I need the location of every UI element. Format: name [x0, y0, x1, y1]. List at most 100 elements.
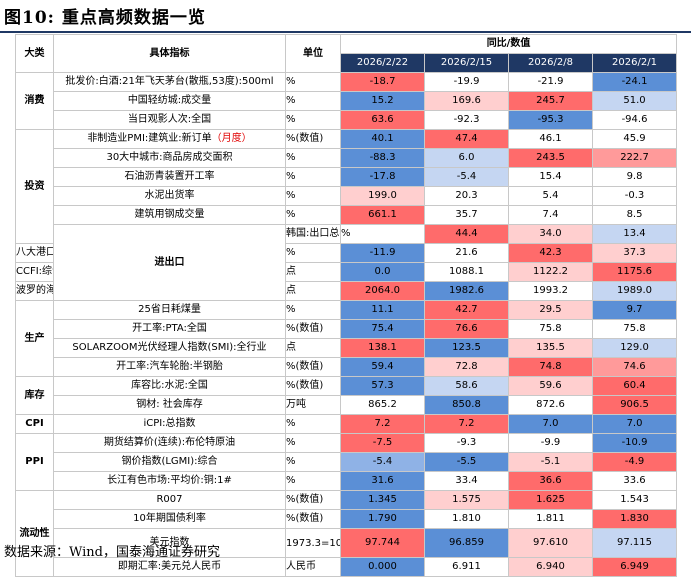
table-row: 流动性 R007 %(数值) 1.345 1.575 1.625 1.543 [15, 490, 678, 577]
value-cell: 1.811 [508, 509, 593, 529]
category-cell: 流动性 [15, 490, 54, 577]
indicator-name: 八大港口离港船舶载重吨数 [16, 247, 53, 258]
high-frequency-data-table: 大类 具体指标 单位 同比/数值 2026/2/22 2026/2/15 202… [15, 34, 678, 577]
indicator-name: 非制造业PMI:建筑业:新订单 [87, 133, 212, 144]
indicator-name: iCPI:总指数 [143, 418, 196, 429]
header-date-3: 2026/2/8 [508, 53, 593, 73]
value-cell: 8.5 [591, 205, 678, 225]
indicator-name: 期货结算价(连续):布伦特原油 [103, 437, 236, 448]
value-cell: 1993.2 [508, 281, 593, 301]
value-cell: 11.1 [340, 300, 425, 320]
indicator-cell: 美元指数 [53, 528, 286, 558]
value-cell: 46.1 [508, 129, 593, 149]
value-cell: 34.0 [508, 224, 593, 244]
indicator-name: 建筑用钢成交量 [134, 209, 205, 220]
value-cell: 97.744 [340, 528, 425, 558]
figure-title: 图10: 重点高频数据一览 [4, 8, 206, 28]
indicator-cell: 即期汇率:美元兑人民币 [53, 557, 286, 577]
value-cell: 1088.1 [424, 262, 509, 282]
table-row: 生产 25省日耗煤量% 11.1 42.7 29.5 9.7 [15, 300, 678, 377]
unit-cell: % [340, 224, 425, 244]
category-cell: 进出口 [53, 224, 286, 301]
source-note: 数据来源：Wind，国泰海通证券研究 [4, 545, 220, 560]
value-cell: 1989.0 [591, 281, 678, 301]
table-row: 水泥出货率% 199.0 20.3 5.4 -0.3 [16, 186, 678, 206]
value-cell: -92.3 [424, 110, 509, 130]
value-cell: 1.790 [340, 509, 425, 529]
table-body: 消费 批发价:白酒:21年飞天茅台(散瓶,53度):500ml% -18.7 -19.… [15, 72, 678, 577]
value-cell: 243.5 [508, 148, 593, 168]
indicator-name: 当日观影人次:全国 [127, 114, 212, 125]
value-cell: 76.6 [424, 319, 509, 339]
value-cell: 37.3 [591, 243, 678, 263]
value-cell: -21.9 [508, 72, 593, 92]
indicator-cell: 25省日耗煤量 [53, 300, 286, 320]
value-cell: 45.9 [591, 129, 678, 149]
header-date-4: 2026/2/1 [591, 53, 678, 73]
table-row: 钢价指数(LGMI):综合% -5.4 -5.5 -5.1 -4.9 [16, 452, 678, 472]
value-cell: 7.0 [591, 414, 678, 434]
value-cell: -9.3 [424, 433, 509, 453]
indicator-name: 石油沥青装置开工率 [124, 171, 215, 182]
value-cell: 74.8 [508, 357, 593, 377]
unit-cell: %(数值) [285, 490, 341, 510]
value-cell: -4.9 [591, 452, 678, 472]
indicator-cell: 钢价指数(LGMI):综合 [53, 452, 286, 472]
value-cell: 58.6 [424, 376, 509, 396]
value-cell: -5.1 [508, 452, 593, 472]
value-cell: 1.830 [591, 509, 678, 529]
value-cell: 21.6 [424, 243, 509, 263]
value-cell: 75.4 [340, 319, 425, 339]
category-cell: 消费 [15, 72, 54, 130]
value-cell: 7.4 [508, 205, 593, 225]
value-cell: -19.9 [424, 72, 509, 92]
indicator-cell: 库容比:水泥:全国 [53, 376, 286, 396]
unit-cell: %(数值) [285, 319, 341, 339]
value-cell: 850.8 [424, 395, 509, 415]
indicator-name: SOLARZOOM光伏经理人指数(SMI):全行业 [72, 342, 267, 353]
value-cell: 865.2 [340, 395, 425, 415]
indicator-name: 库容比:水泥:全国 [131, 380, 208, 391]
value-cell: 33.4 [424, 471, 509, 491]
indicator-cell: SOLARZOOM光伏经理人指数(SMI):全行业 [53, 338, 286, 358]
unit-cell: % [285, 414, 341, 434]
value-cell: 1982.6 [424, 281, 509, 301]
unit-cell: %(数值) [285, 129, 341, 149]
value-cell: 42.3 [508, 243, 593, 263]
indicator-cell: 开工率:汽车轮胎:半钢胎 [53, 357, 286, 377]
unit-cell: 1973.3=100 [285, 528, 341, 558]
unit-cell: % [285, 148, 341, 168]
table-row: 开工率:PTA:全国 %(数值) 75.4 76.6 75.8 75.8 [16, 319, 678, 339]
unit-cell: 点 [285, 338, 341, 358]
value-cell: 6.949 [591, 557, 678, 577]
value-cell: 7.2 [424, 414, 509, 434]
value-cell: 222.7 [591, 148, 678, 168]
value-cell: 59.4 [340, 357, 425, 377]
unit-cell: % [285, 243, 341, 263]
value-cell: 35.7 [424, 205, 509, 225]
value-cell: 51.0 [591, 91, 678, 111]
value-cell: 72.8 [424, 357, 509, 377]
indicator-cell: 当日观影人次:全国 [53, 110, 286, 130]
indicator-cell: 30大中城市:商品房成交面积 [53, 148, 286, 168]
value-cell: 129.0 [591, 338, 678, 358]
indicator-cell: iCPI:总指数 [53, 414, 286, 434]
value-cell: 138.1 [340, 338, 425, 358]
value-cell: 20.3 [424, 186, 509, 206]
value-cell: 245.7 [508, 91, 593, 111]
value-cell: 0.000 [340, 557, 425, 577]
value-cell: -17.8 [340, 167, 425, 187]
category-cell: 生产 [15, 300, 54, 377]
table-row: 即期汇率:美元兑人民币 人民币 0.000 6.911 6.940 6.949 [16, 557, 678, 577]
header-unit: 单位 [285, 34, 341, 73]
unit-cell: 人民币 [285, 557, 341, 577]
table-row: 库存 库容比:水泥:全国 %(数值) 57.3 58.6 59.6 60.4 [15, 376, 678, 415]
unit-cell: %(数值) [285, 357, 341, 377]
value-cell: 97.610 [508, 528, 593, 558]
table-row: 投资 非制造业PMI:建筑业:新订单（月度） %(数值) 40.1 47.4 46.1 45… [15, 129, 678, 244]
indicator-cell: 10年期国债利率 [53, 509, 286, 529]
indicator-cell: 水泥出货率 [53, 186, 286, 206]
value-cell: 906.5 [591, 395, 678, 415]
frequency-tag: （月度） [211, 133, 252, 144]
table-row: 中国轻纺城:成交量% 15.2 169.6 245.7 51.0 [16, 91, 678, 111]
